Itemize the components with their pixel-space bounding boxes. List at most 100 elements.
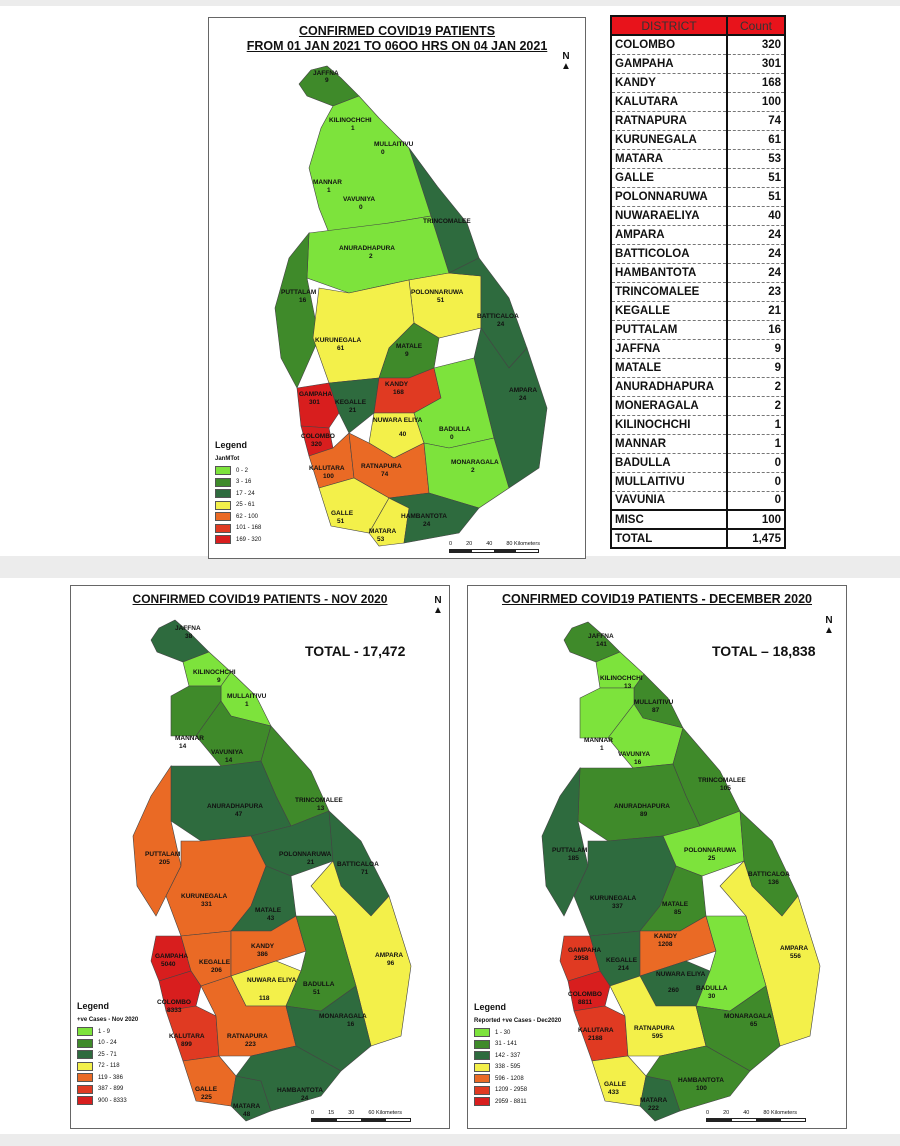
dec-label-monaragala: MONARAGALA (724, 1013, 772, 1020)
table-row: ANURADHAPURA 2 (610, 377, 786, 397)
nov-label-kurunegala: KURUNEGALA (181, 893, 228, 900)
nov-value-hambantota: 24 (301, 1095, 309, 1102)
district-cell: GAMPAHA (610, 54, 728, 74)
jan-label-galle: GALLE (331, 510, 354, 517)
dec-value-kilinochchi: 13 (624, 683, 632, 690)
legend-item: 3 - 16 (215, 477, 261, 489)
dec-label-kilinochchi: KILINOCHCHI (600, 675, 643, 682)
jan-value-kalutara: 100 (323, 473, 334, 480)
dec-value-kegalle: 214 (618, 965, 629, 972)
table-row: KURUNEGALA 61 (610, 130, 786, 150)
count-cell: 23 (726, 282, 786, 302)
dec-value-anuradhapura: 89 (640, 811, 648, 818)
nov-value-ampara: 96 (387, 960, 395, 967)
dec-value-matale: 85 (674, 909, 682, 916)
jan-scale-bar: 0 20 40 80 Kilometers (449, 541, 540, 553)
dec-value-ratnapura: 595 (652, 1033, 663, 1040)
district-cell: ANURADHAPURA (610, 377, 728, 397)
dec-label-galle: GALLE (604, 1081, 627, 1088)
jan-value-nuwara-eliya: 40 (399, 431, 407, 438)
jan-label-anuradhapura: ANURADHAPURA (339, 245, 395, 252)
nov-value-matara: 48 (243, 1111, 251, 1118)
nov-map: JAFFNA 38 KILINOCHCHI 9 MULLAITIVU 1 MAN… (132, 619, 412, 1122)
nov-label-kandy: KANDY (251, 943, 275, 950)
count-cell: 24 (726, 244, 786, 264)
dec-legend-subtitle: Reported +ve Cases - Dec2020 (474, 1018, 562, 1024)
nov-legend-rows: 1 - 9 10 - 24 25 - 71 72 - 118 119 - 386 387 … (77, 1026, 138, 1107)
jan-value-gampaha: 301 (309, 399, 320, 406)
scale-tick-label: 20 (723, 1110, 730, 1116)
legend-label: 25 - 71 (98, 1051, 117, 1058)
jan-label-kalutara: KALUTARA (309, 465, 345, 472)
misc-count: 100 (726, 509, 786, 530)
table-row: GALLE 51 (610, 168, 786, 188)
dec-value-kalutara: 2188 (588, 1035, 603, 1042)
table-row: COLOMBO 320 (610, 35, 786, 55)
district-cell: TRINCOMALEE (610, 282, 728, 302)
dec-label-mannar: MANNAR (584, 737, 613, 744)
bottom-panel: CONFIRMED COVID19 PATIENTS - NOV 2020 N ▲… (0, 578, 900, 1134)
jan-value-monaragala: 2 (471, 467, 475, 474)
district-cell: KANDY (610, 73, 728, 93)
legend-swatch (77, 1084, 93, 1094)
district-cell: PUTTALAM (610, 320, 728, 340)
north-arrow-icon: N ▲ (561, 51, 571, 72)
jan-label-kurunegala: KURUNEGALA (315, 337, 362, 344)
jan-value-polonnaruwa: 51 (437, 297, 445, 304)
legend-label: 62 - 100 (236, 513, 259, 520)
nov-value-jaffna: 38 (185, 633, 193, 640)
jan-value-kurunegala: 61 (337, 345, 345, 352)
count-cell: 168 (726, 73, 786, 93)
jan-label-puttalam: PUTTALAM (281, 289, 316, 296)
scale-tick-label: 40 (743, 1110, 750, 1116)
jan-value-anuradhapura: 2 (369, 253, 373, 260)
district-count-table: DISTRICT Count COLOMBO 320 GAMPAHA 301 KANDY… (610, 15, 786, 549)
district-cell: AMPARA (610, 225, 728, 245)
nov-value-kurunegala: 331 (201, 901, 212, 908)
dec-value-galle: 433 (608, 1089, 619, 1096)
nov-label-badulla: BADULLA (303, 981, 335, 988)
scale-tick-label: 0 (706, 1110, 710, 1116)
nov-value-monaragala: 16 (347, 1021, 355, 1028)
legend-label: 31 - 141 (495, 1041, 518, 1048)
legend-swatch (474, 1097, 490, 1107)
jan-label-ampara: AMPARA (509, 387, 537, 394)
jan-label-mannar: MANNAR (313, 179, 342, 186)
top-panel: CONFIRMED COVID19 PATIENTS FROM 01 JAN 2… (0, 6, 900, 559)
legend-swatch (215, 466, 231, 476)
jan-value-colombo: 320 (311, 441, 322, 448)
nov-value-badulla: 51 (313, 989, 321, 996)
legend-label: 25 - 61 (236, 502, 255, 509)
table-row: KEGALLE 21 (610, 301, 786, 321)
jan-label-kilinochchi: KILINOCHCHI (329, 117, 372, 124)
legend-item: 1209 - 2958 (474, 1085, 561, 1097)
table-row: TRINCOMALEE 23 (610, 282, 786, 302)
table-row: KILINOCHCHI 1 (610, 415, 786, 435)
legend-item: 0 - 2 (215, 465, 261, 477)
legend-label: 900 - 8333 (98, 1097, 127, 1104)
nov-value-mullaitivu: 1 (245, 701, 249, 708)
nov-total: TOTAL - 17,472 (305, 643, 406, 659)
nov-label-anuradhapura: ANURADHAPURA (207, 803, 263, 810)
jan-label-jaffna: JAFFNA (313, 70, 339, 77)
legend-swatch (474, 1085, 490, 1095)
jan-value-hambantota: 24 (423, 521, 431, 528)
jan-value-kilinochchi: 1 (351, 125, 355, 132)
jan-legend-subtitle: JanMTot (215, 456, 240, 462)
dec-label-jaffna: JAFFNA (588, 633, 614, 640)
nov-map-shapes (132, 619, 412, 1122)
dec-scale-bar: 0 20 40 80 Kilometers (706, 1110, 806, 1122)
jan-district-gampaha (296, 382, 340, 429)
district-cell: HAMBANTOTA (610, 263, 728, 283)
nov-label-kegalle: KEGALLE (199, 959, 231, 966)
nov-value-matale: 43 (267, 915, 275, 922)
nov-value-vavuniya: 14 (225, 757, 233, 764)
dec-legend-rows: 1 - 30 31 - 141 142 - 337 338 - 595 596 - 12… (474, 1027, 561, 1108)
count-cell: 2 (726, 377, 786, 397)
nov-scale-bar: 0 15 30 60 Kilometers (311, 1110, 411, 1122)
jan-value-galle: 51 (337, 518, 345, 525)
dec-label-kurunegala: KURUNEGALA (590, 895, 637, 902)
nov-map-frame: CONFIRMED COVID19 PATIENTS - NOV 2020 N ▲… (70, 585, 450, 1129)
table-row: RATNAPURA 74 (610, 111, 786, 131)
dec-map-title: CONFIRMED COVID19 PATIENTS - DECEMBER 20… (501, 592, 812, 606)
